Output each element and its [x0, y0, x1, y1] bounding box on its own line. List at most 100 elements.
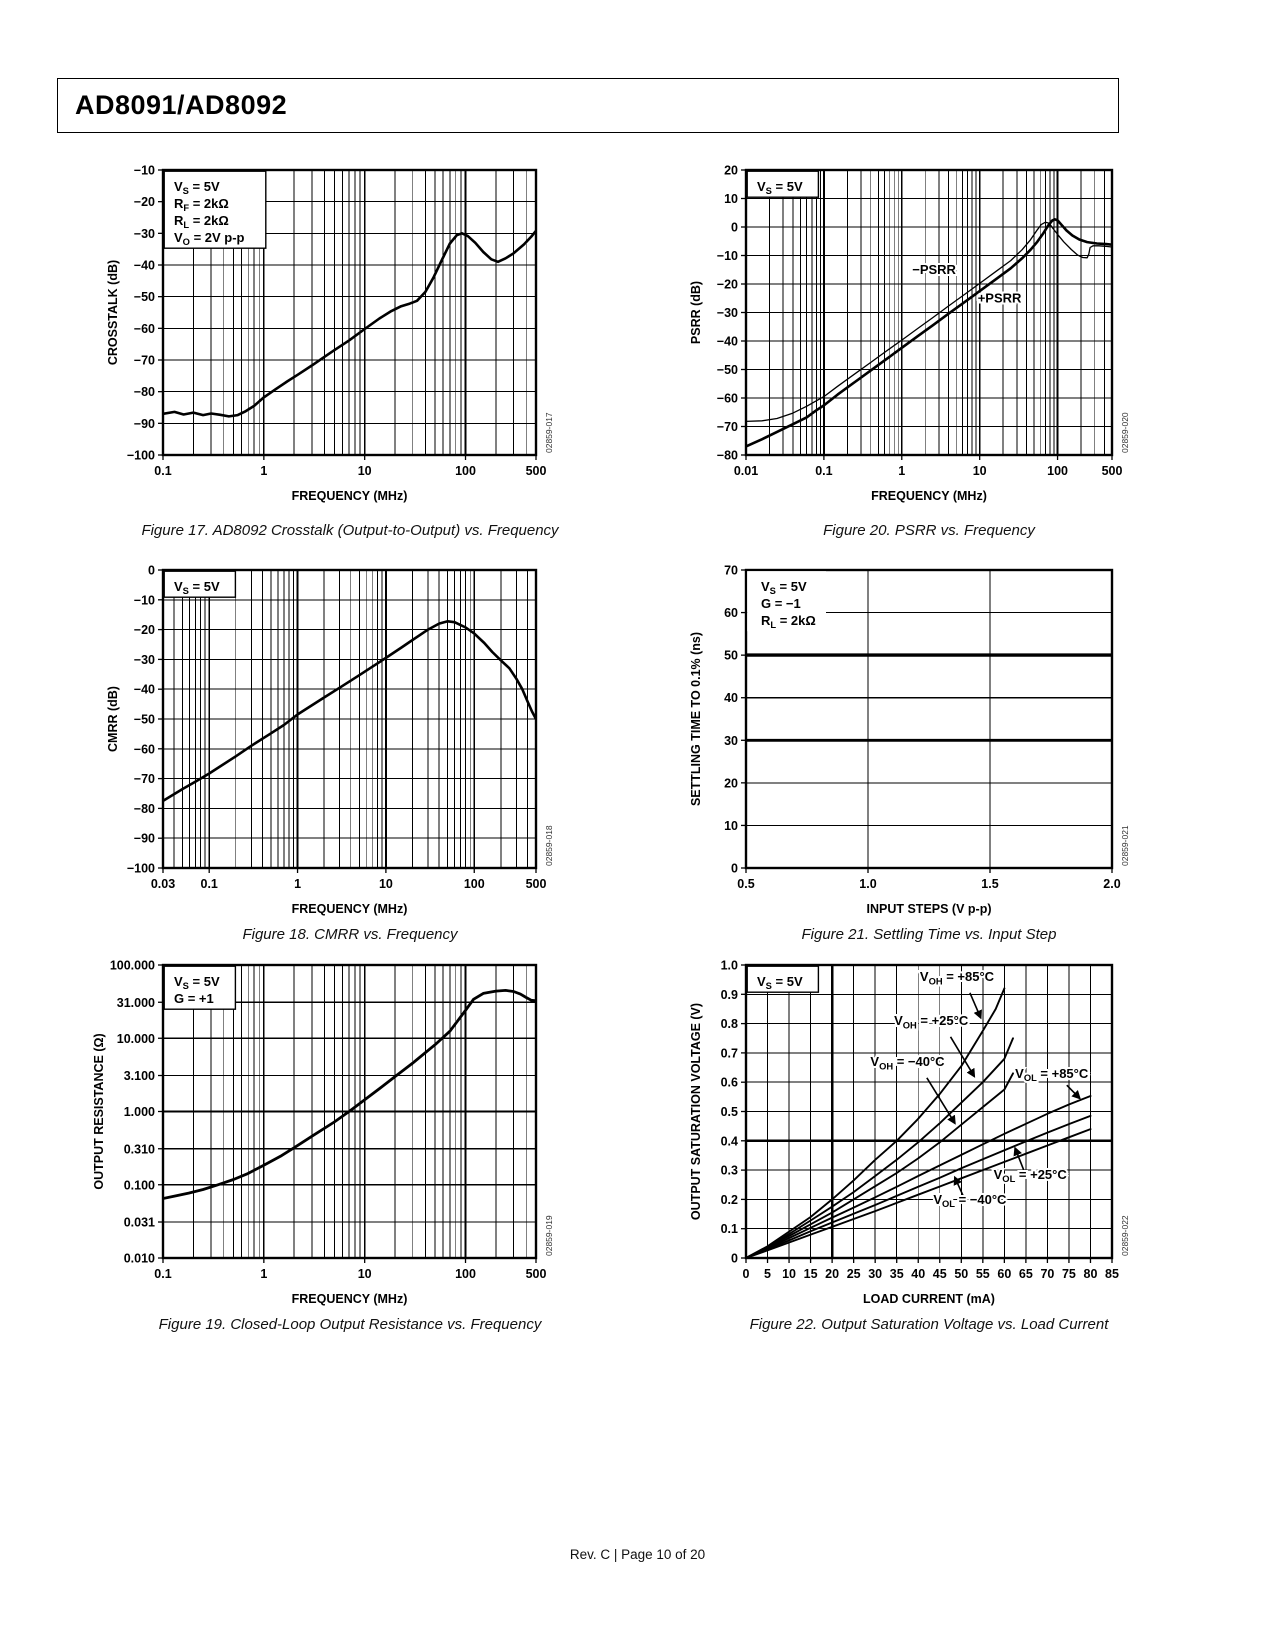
annotation-box [747, 571, 826, 632]
y-axis-title: CMRR (dB) [106, 686, 120, 752]
svg-text:10.000: 10.000 [117, 1032, 155, 1046]
series-group [746, 987, 1092, 1259]
svg-text:40: 40 [724, 691, 738, 705]
svg-text:−20: −20 [134, 623, 155, 637]
svg-text:−100: −100 [127, 862, 155, 876]
header-box: AD8091/AD8092 [57, 78, 1119, 133]
svg-text:−90: −90 [134, 832, 155, 846]
annotation-line: RL = 2kΩ [174, 213, 229, 230]
series-voh--40c [746, 1072, 1014, 1259]
curve-label-arrow [926, 1077, 956, 1125]
svg-text:0.01: 0.01 [734, 464, 758, 478]
figure-18-chart-cmrr: 0.03 0.1 1 10 100 500 0 −10 −20 −30 −40 −50 −60 −70 −8… [106, 564, 554, 917]
svg-text:500: 500 [526, 877, 547, 891]
curve-label: +PSRR [978, 291, 1022, 306]
svg-text:0: 0 [148, 564, 155, 578]
svg-text:−70: −70 [134, 772, 155, 786]
svg-text:0.010: 0.010 [124, 1252, 155, 1266]
svg-text:0.6: 0.6 [721, 1076, 738, 1090]
svg-text:0.9: 0.9 [721, 988, 738, 1002]
svg-text:−30: −30 [134, 653, 155, 667]
svg-text:1.000: 1.000 [124, 1105, 155, 1119]
curve-label: VOL = +85°C [1015, 1066, 1089, 1083]
series-voh-+85c [746, 987, 1006, 1259]
series-voh-+25c [746, 1037, 1014, 1259]
svg-text:20: 20 [724, 776, 738, 790]
svg-text:10: 10 [782, 1267, 796, 1281]
figure-21-chart-settling-time: 0.5 1.0 1.5 2.0 0 10 20 30 40 50 60 70 INPUT STEPS (… [689, 564, 1130, 917]
svg-text:−100: −100 [127, 449, 155, 463]
svg-text:45: 45 [933, 1267, 947, 1281]
figure-code: 02859-022 [1120, 1215, 1130, 1256]
svg-text:25: 25 [847, 1267, 861, 1281]
svg-text:10: 10 [358, 1267, 372, 1281]
axis-tick-labels: 0.1 1 10 100 500 −10 −20 −30 −40 −50 −60 −70 −80 −90 −… [127, 164, 547, 479]
series-crosstalk [163, 229, 536, 418]
svg-text:−60: −60 [134, 322, 155, 336]
svg-text:0.031: 0.031 [124, 1216, 155, 1230]
annotation-box [746, 965, 820, 993]
svg-text:−80: −80 [134, 802, 155, 816]
axis-tick-labels: 0.5 1.0 1.5 2.0 0 10 20 30 40 50 60 70 [724, 564, 1121, 892]
svg-text:0.03: 0.03 [151, 877, 175, 891]
curve-label: VOL = −40°C [933, 1192, 1007, 1209]
curve-label-arrow [949, 1036, 976, 1078]
svg-text:60: 60 [997, 1267, 1011, 1281]
series-group [746, 653, 1112, 742]
svg-text:500: 500 [1102, 464, 1123, 478]
svg-text:40: 40 [911, 1267, 925, 1281]
svg-text:0.1: 0.1 [201, 877, 218, 891]
svg-text:5: 5 [764, 1267, 771, 1281]
annotation-line: VS = 5V [174, 579, 220, 596]
annotation-line: VS = 5V [757, 179, 803, 196]
figure-17-caption: Figure 17. AD8092 Crosstalk (Output-to-O… [141, 522, 559, 539]
svg-text:35: 35 [890, 1267, 904, 1281]
figure-22-chart-saturation-voltage: 0 5 10 15 20 25 30 35 40 45 50 55 60 65 70 75 80 8500.10.… [689, 959, 1130, 1307]
annotation-box [746, 170, 820, 198]
svg-text:10: 10 [973, 464, 987, 478]
annotation-line: VS = 5V [757, 974, 803, 991]
curve-label: VOL = +25°C [994, 1167, 1068, 1184]
svg-text:2.0: 2.0 [1103, 877, 1120, 891]
svg-text:20: 20 [825, 1267, 839, 1281]
y-axis-title: SETTLING TIME TO 0.1% (ns) [689, 632, 703, 806]
series-+psrr [746, 218, 1112, 448]
annotation-line: VS = 5V [174, 179, 220, 196]
curve-label-arrow [969, 992, 982, 1020]
curve-label: VOH = −40°C [870, 1054, 945, 1071]
svg-text:70: 70 [724, 564, 738, 578]
svg-text:−40: −40 [134, 259, 155, 273]
annotation-line: G = +1 [174, 991, 214, 1006]
svg-text:500: 500 [526, 1267, 547, 1281]
svg-text:0.3: 0.3 [721, 1164, 738, 1178]
grid-lines [746, 170, 1112, 455]
x-axis-title: FREQUENCY (MHz) [292, 902, 408, 916]
svg-text:0.1: 0.1 [154, 464, 171, 478]
svg-text:31.000: 31.000 [117, 996, 155, 1010]
svg-text:100.000: 100.000 [110, 959, 155, 973]
series-group [163, 989, 536, 1200]
svg-text:3.100: 3.100 [124, 1069, 155, 1083]
x-axis-title: INPUT STEPS (V p-p) [867, 902, 992, 916]
annotation-box [163, 965, 237, 1010]
page-title: AD8091/AD8092 [75, 90, 288, 120]
annotation-box [163, 170, 267, 249]
svg-text:−20: −20 [717, 278, 738, 292]
svg-text:0.5: 0.5 [737, 877, 754, 891]
series-vol-+85c [746, 1095, 1092, 1259]
curve-label-arrow [953, 1175, 965, 1197]
svg-text:−40: −40 [134, 683, 155, 697]
figure-19-caption: Figure 19. Closed-Loop Output Resistance… [158, 1316, 542, 1333]
svg-text:100: 100 [464, 877, 485, 891]
svg-text:0: 0 [731, 221, 738, 235]
svg-text:−70: −70 [134, 354, 155, 368]
svg-text:0.1: 0.1 [815, 464, 832, 478]
curve-label: VOH = +25°C [894, 1013, 969, 1030]
svg-text:55: 55 [976, 1267, 990, 1281]
svg-text:70: 70 [1040, 1267, 1054, 1281]
x-axis-title: FREQUENCY (MHz) [292, 489, 408, 503]
svg-text:0.7: 0.7 [721, 1046, 738, 1060]
curve-label: VOH = +85°C [920, 969, 995, 986]
figure-code: 02859-017 [544, 412, 554, 453]
figure-21-caption: Figure 21. Settling Time vs. Input Step [801, 926, 1057, 943]
